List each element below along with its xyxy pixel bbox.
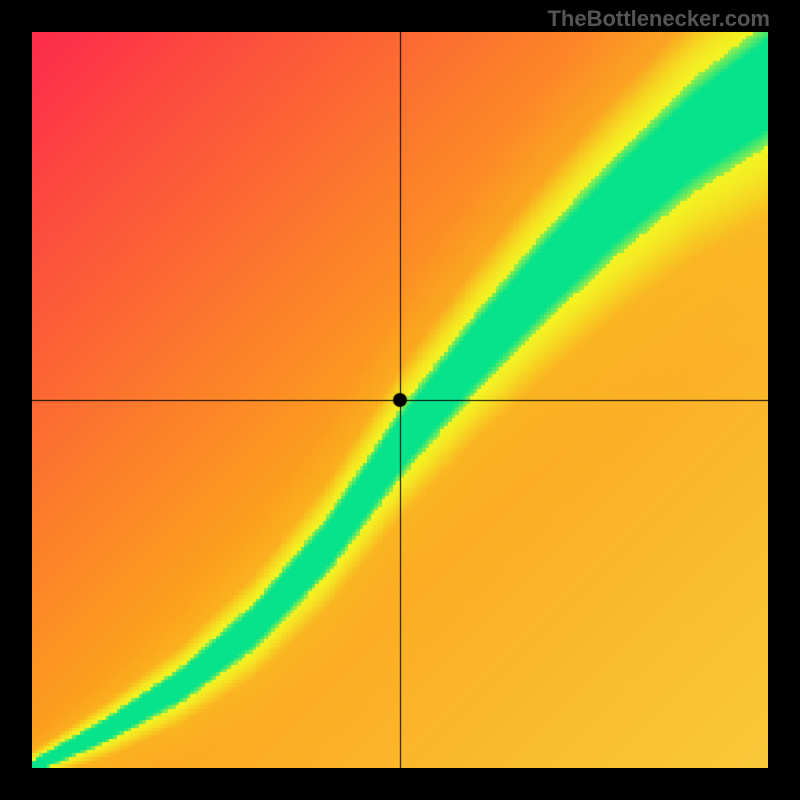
bottleneck-heatmap bbox=[32, 32, 768, 768]
watermark-text: TheBottlenecker.com bbox=[547, 6, 770, 32]
chart-container: TheBottlenecker.com bbox=[0, 0, 800, 800]
